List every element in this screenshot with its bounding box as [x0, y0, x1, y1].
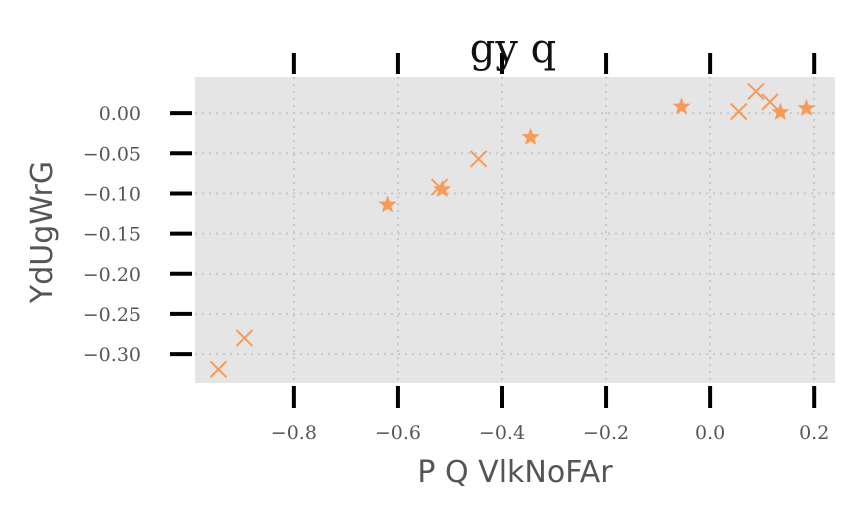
star-marker — [672, 97, 691, 115]
star-marker — [797, 98, 816, 117]
y-tick-label: −0.20 — [83, 264, 141, 286]
y-tick-label: −0.30 — [83, 344, 141, 366]
y-axis-label: YdUgWrG — [25, 161, 60, 304]
x-marker — [469, 150, 488, 168]
x-tick-label: −0.6 — [375, 422, 421, 444]
y-tick-label: −0.25 — [83, 304, 141, 326]
x-marker — [761, 93, 779, 111]
x-tick-label: 0.2 — [799, 422, 829, 444]
x-marker — [209, 360, 228, 379]
star-marker — [378, 195, 397, 213]
x-marker — [747, 82, 765, 101]
plot-background — [195, 77, 835, 383]
y-tick-label: 0.00 — [99, 103, 141, 125]
x-tick-label: −0.8 — [271, 422, 317, 444]
y-tick-label: −0.15 — [83, 224, 141, 246]
axis-ticks: −0.8 −0.6 −0.4 −0.2 0.0 0.2 0.00 −0.05 −0.10 −0.1… — [83, 53, 829, 444]
y-tick-label: −0.05 — [83, 143, 141, 165]
y-tick-label: −0.10 — [83, 183, 141, 205]
x-tick-label: −0.4 — [479, 422, 525, 444]
x-marker — [430, 178, 449, 196]
x-marker — [730, 102, 748, 121]
chart-title: gy q — [470, 26, 557, 72]
x-tick-label: 0.0 — [695, 422, 725, 444]
star-marker — [771, 102, 790, 121]
x-axis-label: P Q VlkNoFAr — [417, 455, 613, 490]
x-tick-label: −0.2 — [583, 422, 629, 444]
data-points — [209, 82, 816, 379]
grid-lines — [195, 77, 835, 383]
x-marker — [235, 329, 254, 347]
star-marker — [521, 127, 540, 145]
